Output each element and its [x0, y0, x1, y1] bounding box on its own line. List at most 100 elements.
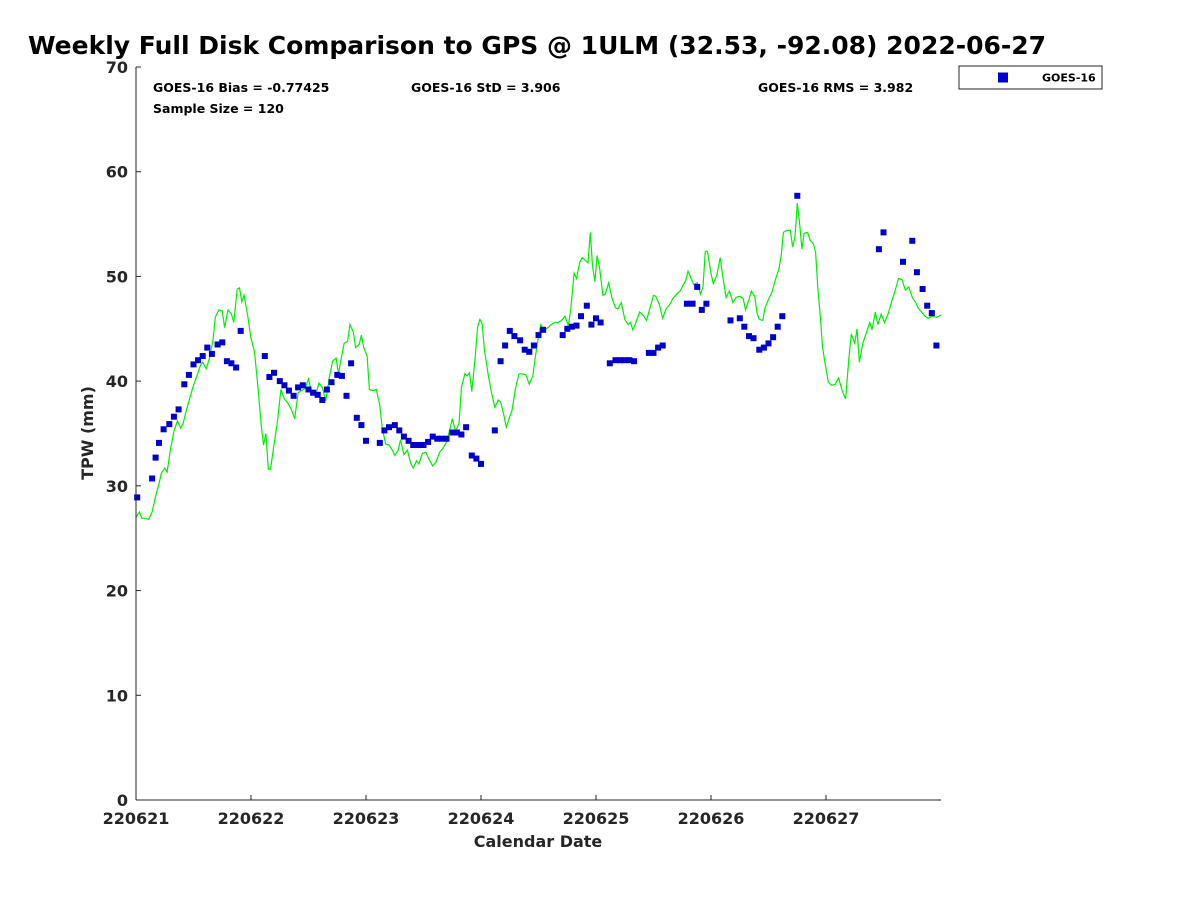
goes-16-point [645, 349, 652, 356]
y-tick-label: 20 [106, 582, 128, 601]
goes-16-point [156, 439, 162, 446]
x-tick-label: 220626 [678, 809, 745, 828]
sample-size-annotation: Sample Size = 120 [153, 101, 284, 116]
goes-16-point [779, 313, 786, 320]
goes-16-point [913, 269, 920, 276]
goes-16-point [478, 460, 484, 467]
goes-16-point [214, 341, 221, 348]
goes-16-point [746, 333, 752, 340]
goes-16-point [650, 349, 657, 356]
legend-box [958, 65, 1103, 90]
x-tick-label: 220625 [563, 809, 630, 828]
goes-16-point [521, 346, 528, 353]
goes-16-point [152, 454, 159, 461]
stats-annotations: GOES-16 Bias = -0.77425 GOES-16 StD = 3.… [153, 80, 913, 116]
goes-16-point [299, 382, 306, 389]
goes-16-point [323, 386, 330, 393]
goes-16-point [694, 283, 701, 290]
goes-16-point [924, 302, 931, 309]
goes-16-point [703, 300, 710, 307]
y-tick-label: 0 [117, 791, 128, 810]
y-axis-label: TPW (mm) [78, 386, 97, 480]
goes-16-point [689, 300, 696, 307]
goes-16-point [228, 360, 235, 367]
goes-16-point [559, 332, 566, 339]
legend-label: GOES-16 [1042, 72, 1096, 85]
goes-16-point [195, 357, 202, 364]
x-tick-label: 220623 [333, 809, 400, 828]
goes-16-point [343, 392, 350, 399]
y-tick-label: 10 [106, 686, 128, 705]
goes-16-point [386, 424, 392, 431]
goes-16-point [933, 342, 940, 349]
goes-16-point [170, 413, 177, 420]
goes-16-point [727, 317, 734, 324]
goes-16-point [134, 494, 141, 501]
x-axis-label: Calendar Date [474, 832, 603, 851]
goes-16-point [405, 437, 412, 444]
goes-16-point [281, 382, 288, 389]
legend-marker [998, 72, 1008, 83]
goes-16-point [659, 342, 666, 349]
goes-16-point [621, 357, 628, 364]
y-tick-label: 60 [106, 163, 128, 182]
std-annotation: GOES-16 StD = 3.906 [411, 80, 561, 95]
goes-16-point [166, 421, 173, 428]
goes-16-point [473, 455, 480, 462]
goes-16-point [506, 327, 513, 334]
goes-16-point [794, 192, 801, 199]
goes-16-point [502, 342, 509, 349]
goes-16-point [588, 321, 595, 328]
goes-16-point [376, 439, 383, 446]
axes: 0 10 20 30 40 50 60 70 220621 220622 220623 220624… [103, 58, 941, 828]
goes-16-point [928, 310, 935, 317]
goes-16-point [606, 360, 613, 367]
goes-16-point [875, 246, 882, 253]
goes-16-point [919, 286, 926, 292]
legend: GOES-16 [958, 65, 1103, 90]
goes-16-point [597, 319, 604, 326]
goes-16-point [900, 258, 906, 265]
goes-16-point [438, 435, 445, 442]
goes-16-point [453, 429, 460, 436]
goes-16-point [568, 323, 575, 330]
goes-16-point [573, 322, 580, 329]
goes-16-point [410, 442, 417, 448]
goes-16-point [391, 422, 398, 429]
goes-16-point [463, 424, 470, 431]
goes-16-point [310, 389, 317, 396]
y-axis-ticks: 0 10 20 30 40 50 60 70 [106, 58, 141, 810]
goes-16-point [540, 326, 547, 333]
goes-16-point [765, 340, 772, 347]
goes-16-point [698, 306, 705, 313]
goes-16-point [760, 344, 767, 351]
goes-16-point [271, 369, 277, 376]
goes-16-point [261, 353, 268, 359]
goes-16-series [134, 192, 940, 501]
goes-16-point [434, 435, 441, 442]
goes-16-point [468, 452, 475, 459]
goes-16-point [530, 342, 537, 349]
rms-annotation: GOES-16 RMS = 3.982 [758, 80, 913, 95]
goes-16-point [237, 327, 244, 334]
goes-16-point [583, 302, 590, 309]
goes-16-point [578, 313, 584, 320]
bias-annotation: GOES-16 Bias = -0.77425 [153, 80, 329, 95]
chart-title: Weekly Full Disk Comparison to GPS @ 1UL… [28, 31, 1046, 60]
goes-16-point [736, 315, 743, 322]
goes-16-point [181, 381, 188, 388]
x-tick-label: 220622 [218, 809, 285, 828]
x-tick-label: 220621 [103, 809, 170, 828]
goes-16-point [160, 426, 167, 433]
goes-16-point [683, 300, 690, 307]
goes-16-point [381, 427, 388, 434]
goes-16-point [880, 229, 887, 236]
goes-16-point [314, 391, 321, 398]
x-axis-ticks: 220621 220622 220623 220624 220625 220626 2206… [103, 795, 859, 828]
goes-16-point [626, 357, 633, 364]
goes-16-point [266, 374, 273, 380]
goes-16-point [190, 361, 197, 368]
goes-16-point [358, 422, 365, 429]
goes-16-point [353, 414, 360, 421]
gps-line [135, 203, 942, 521]
